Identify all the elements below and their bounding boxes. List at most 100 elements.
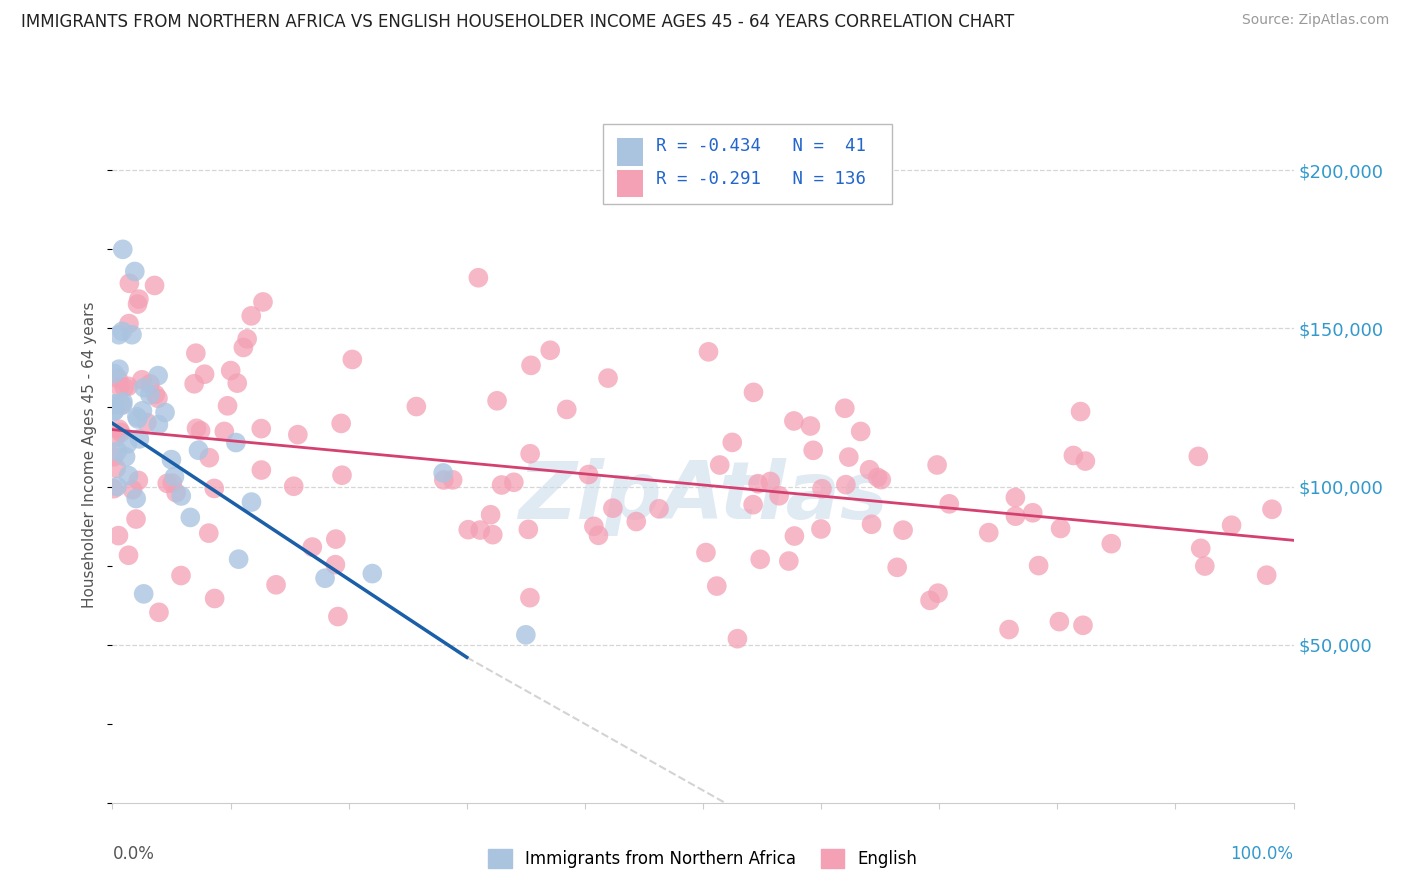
Point: [225, 435, 247, 450]
Point: [810, 522, 832, 536]
Point: [124, 264, 146, 278]
Point: [834, 401, 856, 416]
Point: [127, 474, 149, 488]
Point: [759, 475, 782, 489]
Point: [121, 483, 143, 497]
Text: ZipAtlas: ZipAtlas: [517, 458, 889, 536]
Point: [117, 548, 139, 562]
Point: [706, 579, 728, 593]
Point: [405, 400, 427, 414]
Point: [778, 554, 800, 568]
Point: [927, 458, 949, 472]
Point: [190, 424, 212, 438]
Point: [131, 373, 153, 387]
Point: [361, 566, 384, 581]
Point: [502, 475, 524, 490]
Point: [1004, 509, 1026, 524]
Point: [432, 466, 454, 480]
Point: [1256, 568, 1278, 582]
Point: [165, 485, 187, 500]
Point: [107, 371, 129, 385]
Point: [742, 385, 765, 400]
FancyBboxPatch shape: [617, 169, 643, 197]
Point: [112, 380, 135, 394]
Point: [747, 476, 769, 491]
Point: [481, 527, 503, 541]
Point: [835, 477, 858, 491]
Point: [135, 416, 157, 430]
Y-axis label: Householder Income Ages 45 - 64 years: Householder Income Ages 45 - 64 years: [82, 301, 97, 608]
Legend: Immigrants from Northern Africa, English: Immigrants from Northern Africa, English: [482, 842, 924, 874]
Point: [1062, 449, 1084, 463]
Point: [232, 341, 254, 355]
Point: [520, 359, 543, 373]
Point: [799, 419, 821, 434]
Point: [153, 405, 176, 419]
Point: [849, 425, 872, 439]
Point: [108, 380, 131, 394]
Point: [467, 270, 489, 285]
Point: [838, 450, 860, 464]
Point: [491, 478, 513, 492]
Point: [103, 404, 125, 418]
Point: [117, 437, 139, 451]
Point: [326, 609, 349, 624]
Point: [252, 295, 274, 310]
Point: [198, 450, 221, 465]
Point: [330, 417, 353, 431]
Point: [1022, 506, 1045, 520]
Point: [721, 435, 744, 450]
Point: [1071, 618, 1094, 632]
Point: [226, 376, 249, 391]
Point: [582, 519, 605, 533]
Point: [108, 362, 131, 376]
Point: [555, 402, 578, 417]
Point: [441, 473, 464, 487]
Point: [103, 450, 125, 464]
Point: [1028, 558, 1050, 573]
Point: [163, 470, 186, 484]
Point: [139, 376, 162, 391]
Point: [204, 591, 226, 606]
Point: [118, 277, 141, 291]
Point: [870, 473, 893, 487]
Point: [125, 491, 148, 506]
Point: [1049, 521, 1071, 535]
Point: [1187, 450, 1209, 464]
Point: [132, 381, 155, 395]
Text: 0.0%: 0.0%: [112, 845, 155, 863]
Point: [146, 391, 169, 405]
Point: [121, 327, 143, 342]
Point: [886, 560, 908, 574]
Point: [783, 529, 806, 543]
Point: [183, 376, 205, 391]
Point: [596, 371, 619, 385]
Point: [938, 497, 960, 511]
Point: [325, 532, 347, 546]
Point: [1189, 541, 1212, 556]
Point: [250, 422, 273, 436]
Point: [342, 352, 364, 367]
Point: [1004, 491, 1026, 505]
Point: [1261, 502, 1284, 516]
Point: [314, 571, 336, 585]
Point: [801, 443, 824, 458]
Point: [891, 523, 914, 537]
Point: [228, 552, 250, 566]
Point: [110, 398, 132, 412]
Point: [110, 425, 132, 440]
Point: [709, 458, 731, 472]
Point: [111, 324, 134, 338]
Point: [194, 367, 217, 381]
Point: [103, 367, 125, 381]
Point: [105, 444, 128, 458]
Point: [214, 425, 236, 439]
Point: [1194, 559, 1216, 574]
Point: [457, 523, 479, 537]
Point: [217, 399, 239, 413]
Point: [236, 332, 259, 346]
Point: [1099, 537, 1122, 551]
Point: [156, 476, 179, 491]
FancyBboxPatch shape: [603, 124, 891, 204]
Point: [107, 327, 129, 342]
